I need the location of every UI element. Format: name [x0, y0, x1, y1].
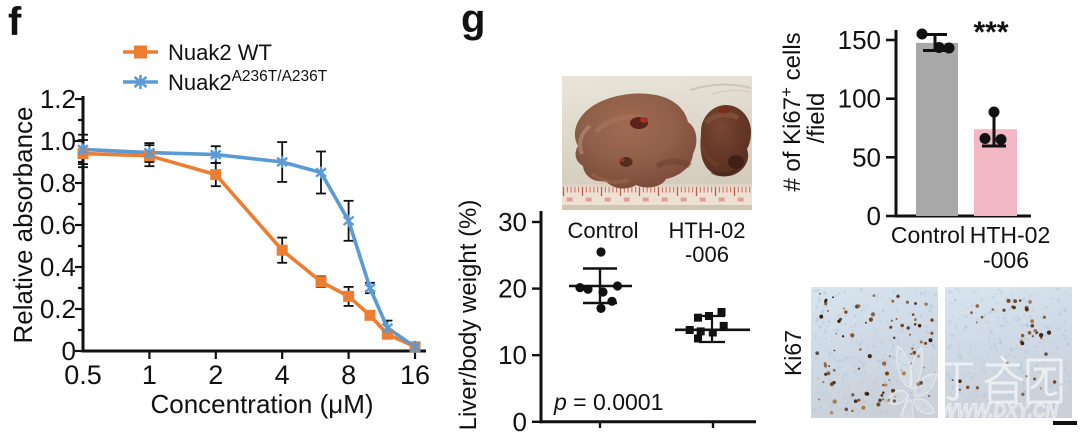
svg-text:0: 0 — [513, 407, 527, 437]
svg-text:-006: -006 — [983, 247, 1029, 273]
svg-text:Nuak2A236T/A236T: Nuak2A236T/A236T — [168, 68, 328, 95]
svg-text:HTH-02: HTH-02 — [970, 222, 1051, 248]
svg-text:Ki67: Ki67 — [780, 330, 806, 376]
svg-text:0.8: 0.8 — [40, 168, 76, 198]
svg-text:100: 100 — [838, 84, 881, 114]
svg-text:Relative absorbance: Relative absorbance — [8, 106, 38, 343]
svg-text:30: 30 — [498, 207, 527, 237]
svg-text:2: 2 — [208, 360, 223, 390]
svg-text:8: 8 — [341, 360, 356, 390]
svg-text:1.2: 1.2 — [40, 84, 76, 114]
svg-text:4: 4 — [275, 360, 290, 390]
svg-text:Nuak2 WT: Nuak2 WT — [168, 40, 272, 65]
svg-text:150: 150 — [838, 25, 881, 55]
svg-text:0.2: 0.2 — [40, 294, 76, 324]
svg-text:0: 0 — [62, 336, 76, 366]
svg-text:/field: /field — [803, 93, 830, 144]
svg-text:0.5: 0.5 — [64, 360, 102, 390]
svg-text:0.4: 0.4 — [40, 252, 76, 282]
svg-text:HTH-02: HTH-02 — [668, 218, 745, 243]
svg-text:50: 50 — [852, 142, 881, 172]
svg-text:***: *** — [973, 16, 1008, 49]
svg-text:10: 10 — [498, 340, 527, 370]
svg-text:1: 1 — [142, 360, 157, 390]
svg-text:WWW.DXY.CN: WWW.DXY.CN — [940, 401, 1059, 422]
svg-text:16: 16 — [400, 360, 430, 390]
svg-text:p = 0.0001: p = 0.0001 — [553, 389, 663, 415]
svg-text:20: 20 — [498, 274, 527, 304]
svg-text:Control: Control — [568, 218, 639, 243]
svg-text:Control: Control — [891, 222, 965, 248]
svg-text:0.6: 0.6 — [40, 210, 76, 240]
svg-text:# of Ki67+ cells: # of Ki67+ cells — [777, 32, 806, 191]
svg-text:Concentration (μM): Concentration (μM) — [150, 389, 373, 419]
svg-text:Liver/body weight (%): Liver/body weight (%) — [455, 200, 482, 431]
svg-text:-006: -006 — [685, 242, 729, 267]
svg-text:0: 0 — [867, 201, 881, 231]
svg-text:1.0: 1.0 — [40, 126, 76, 156]
svg-text:f: f — [8, 0, 22, 44]
